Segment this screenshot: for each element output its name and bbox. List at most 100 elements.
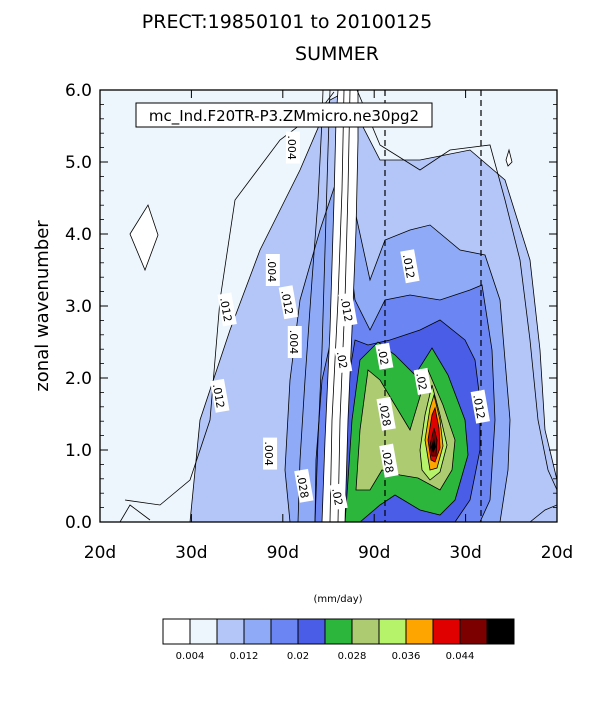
contour-label-bg: [375, 342, 394, 370]
x-tick-label: 90d: [358, 543, 390, 563]
contour-label: .028: [379, 443, 399, 478]
contour-label-text: .02: [375, 347, 391, 366]
y-tick-label: 4.0: [65, 225, 92, 245]
contour-label-text: .02: [413, 372, 429, 391]
contour-label: .028: [294, 468, 314, 503]
x-tick-label: 20d: [84, 543, 116, 563]
fill-zero-band: [321, 90, 359, 522]
colorbar-label: 0.044: [446, 651, 475, 662]
colorbar-swatch: [243, 618, 272, 645]
contour-label-text: .028: [379, 448, 396, 474]
colorbar-swatch: [405, 618, 434, 645]
colorbar-labels: 0.004 0.012 0.02 0.028 0.036 0.044: [176, 651, 475, 662]
contour-label-bg: [285, 131, 300, 164]
contour-label: .012: [400, 249, 420, 284]
contour-label-text: .012: [278, 289, 295, 315]
contour-label-text: .004: [262, 441, 275, 466]
contour-label-bg: [338, 292, 358, 327]
x-tick-label: 20d: [541, 543, 573, 563]
x-tick-label: 30d: [449, 543, 481, 563]
contour-label-bg: [400, 249, 420, 284]
contour-label-bg: [263, 437, 278, 470]
contour-label: .028: [376, 396, 396, 431]
x-tick-label: 90d: [267, 543, 299, 563]
fill-white-blob-right: [505, 148, 513, 167]
contour-label-text: .012: [210, 383, 227, 409]
contour-label: .012: [278, 285, 299, 320]
colorbar-swatch: [378, 618, 407, 645]
colorbar-label: 0.012: [230, 651, 259, 662]
contour-label-bg: [413, 367, 432, 395]
colorbar-swatch: [351, 618, 380, 645]
contour-label-text: .028: [376, 401, 393, 427]
contour-label-bg: [329, 483, 348, 511]
colorbar-swatch: [162, 618, 191, 645]
contour-line-bottom-left: [119, 504, 151, 522]
case-label-box: mc_Ind.F20TR-P3.ZMmicro.ne30pg2: [135, 102, 433, 128]
contour-label-bg: [210, 378, 230, 413]
contour-label: .004: [265, 254, 280, 286]
contour-labels: .004.004.004.004.012.012.012.012.012.012…: [210, 131, 490, 511]
colorbar-label: 0.036: [392, 651, 421, 662]
colorbar-swatch: [324, 618, 353, 645]
contour-label-text: .004: [287, 330, 300, 355]
contour-label-text: .004: [265, 258, 278, 283]
contour-label-text: .012: [338, 296, 355, 322]
colorbar-label: 0.028: [338, 651, 367, 662]
case-label: mc_Ind.F20TR-P3.ZMmicro.ne30pg2: [149, 107, 419, 126]
chart-title: SUMMER: [295, 43, 379, 65]
fill-level-0.048: [431, 438, 436, 453]
colorbar: [162, 618, 515, 645]
contour-label-text: .012: [400, 253, 417, 279]
contour-label: .02: [334, 346, 353, 374]
contour-label: .004: [262, 437, 278, 470]
y-tick-label: 2.0: [65, 369, 92, 389]
contour-label: .004: [285, 131, 300, 164]
colorbar-swatch: [486, 618, 515, 645]
contour-label: .012: [210, 378, 230, 413]
colorbar-units: (mm/day): [313, 594, 362, 605]
contour-label: .012: [217, 292, 237, 327]
contour-fill: [100, 90, 557, 522]
contour-line-bottom-right: [529, 504, 557, 522]
contour-label-text: .012: [217, 296, 234, 322]
colorbar-label: 0.004: [176, 651, 205, 662]
y-tick-label: 6.0: [65, 81, 92, 101]
y-tick-label: 5.0: [65, 153, 92, 173]
contour-label-text: .004: [285, 135, 298, 160]
x-tick-label: 30d: [175, 543, 207, 563]
contour-label: .02: [329, 483, 348, 511]
x-axis: 20d 30d 90d 90d 30d 20d: [84, 90, 573, 563]
contour-label-bg: [265, 254, 280, 286]
y-tick-label: 3.0: [65, 297, 92, 317]
contour-label: .02: [413, 367, 432, 395]
contour-label-bg: [376, 396, 396, 431]
contour-label-bg: [379, 443, 399, 478]
colorbar-swatch: [189, 618, 218, 645]
contour-label-bg: [470, 389, 490, 424]
contour-label-text: .02: [334, 350, 350, 369]
contour-label-text: .028: [294, 473, 311, 499]
y-tick-label: 0.0: [65, 513, 92, 533]
contour-label: .02: [375, 342, 394, 370]
colorbar-swatch: [297, 618, 326, 645]
contour-line-right-outer: [356, 90, 557, 491]
chart-subtitle: PRECT:19850101 to 20100125: [142, 11, 432, 33]
contour-label-bg: [217, 292, 237, 327]
y-tick-label: 1.0: [65, 441, 92, 461]
colorbar-swatch: [459, 618, 488, 645]
contour-label: .004: [287, 326, 302, 358]
fill-white-blob-left: [129, 204, 159, 272]
contour-label: .012: [470, 389, 490, 424]
contour-label-bg: [334, 346, 353, 374]
colorbar-label: 0.02: [287, 651, 309, 662]
contour-label-bg: [278, 285, 299, 320]
contour-line-inner-1: [329, 90, 345, 522]
contour-label-bg: [294, 468, 314, 503]
contour-label-text: .012: [470, 394, 487, 420]
contour-line-left-1: [314, 90, 331, 522]
colorbar-swatch: [432, 618, 461, 645]
y-axis-label: zonal wavenumber: [32, 220, 53, 392]
contour-label-text: .02: [329, 487, 345, 506]
